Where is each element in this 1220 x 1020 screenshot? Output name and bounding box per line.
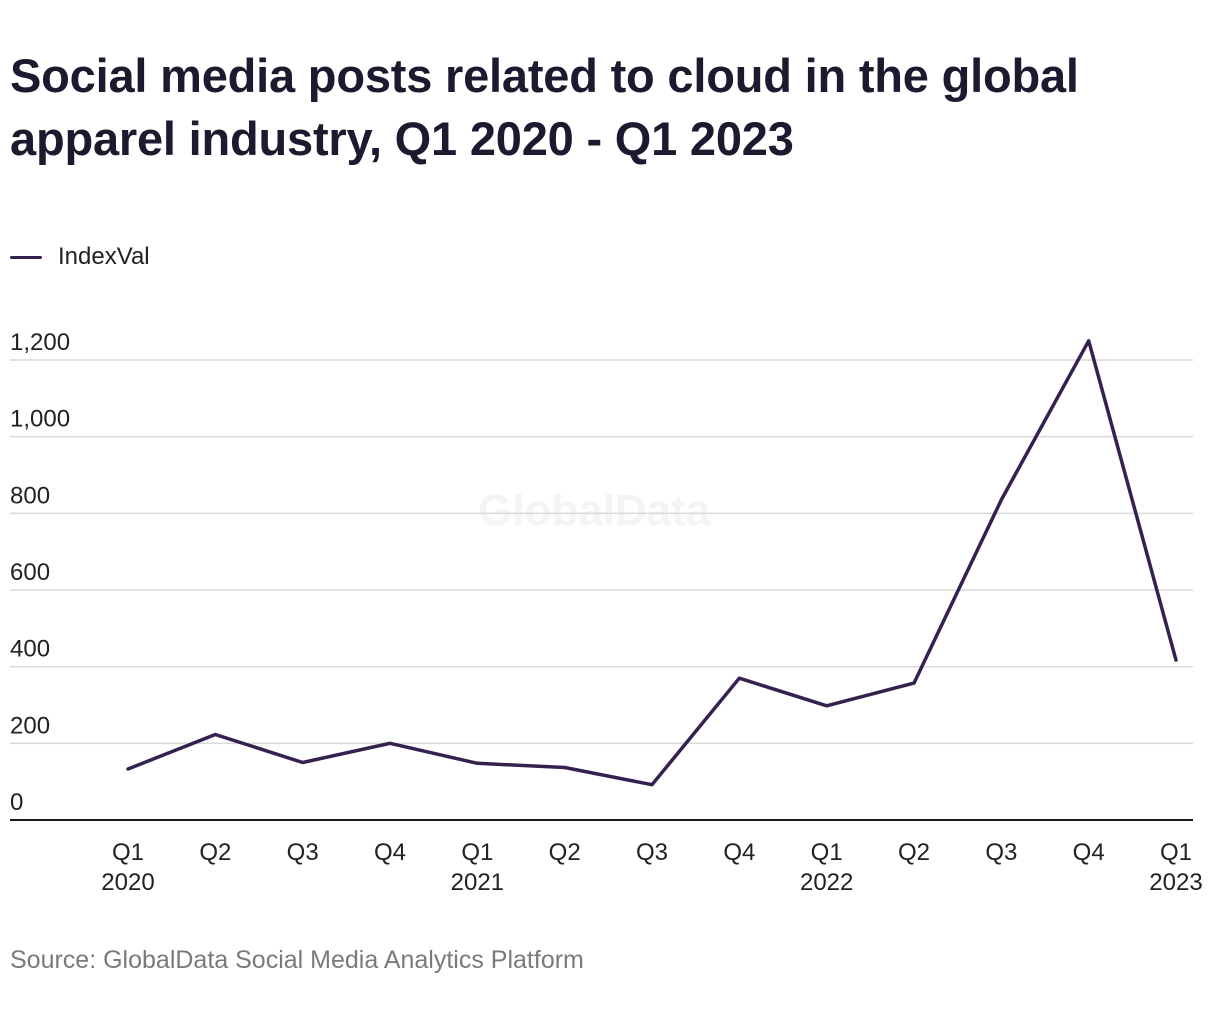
x-tick-label: Q1 <box>461 839 493 866</box>
x-tick-label: Q4 <box>1073 839 1105 866</box>
x-tick-label: Q1 <box>112 839 144 866</box>
y-tick-label: 800 <box>10 482 50 509</box>
y-tick-label: 1,000 <box>10 406 70 433</box>
y-tick-label: 1,200 <box>10 329 70 356</box>
source-note: Source: GlobalData Social Media Analytic… <box>10 946 584 974</box>
data-point[interactable] <box>995 494 1007 506</box>
data-point[interactable] <box>297 757 309 769</box>
x-tick-label: Q3 <box>287 839 319 866</box>
chart-title: Social media posts related to cloud in t… <box>10 49 1079 165</box>
data-point[interactable] <box>1170 654 1182 666</box>
x-tick-label: Q1 <box>811 839 843 866</box>
data-point[interactable] <box>821 700 833 712</box>
x-tick-labels: Q1 2020 Q2 Q3 Q4 Q1 2021 Q2 Q3 Q4 Q1 2022 Q2 Q3 Q4 Q1 20… <box>101 839 1202 896</box>
data-point[interactable] <box>908 677 920 689</box>
data-point[interactable] <box>559 761 571 773</box>
x-tick-label: Q2 <box>549 839 581 866</box>
x-tick-label: Q2 <box>898 839 930 866</box>
x-tick-year-label: 2020 <box>101 869 154 896</box>
x-tick-label: Q3 <box>636 839 668 866</box>
data-points <box>122 335 1182 791</box>
y-tick-label: 600 <box>10 559 50 586</box>
x-tick-label: Q2 <box>199 839 231 866</box>
gridlines <box>10 359 1193 745</box>
legend: IndexVal <box>10 242 150 272</box>
data-point[interactable] <box>209 729 221 741</box>
legend-swatch <box>10 255 42 259</box>
x-tick-year-label: 2022 <box>800 869 853 896</box>
data-point[interactable] <box>471 757 483 769</box>
watermark: GlobalData <box>478 486 711 535</box>
x-tick-label: Q1 <box>1160 839 1192 866</box>
x-tick-label: Q4 <box>723 839 755 866</box>
y-tick-label: 0 <box>10 789 23 816</box>
data-point[interactable] <box>1083 335 1095 347</box>
data-point[interactable] <box>384 737 396 749</box>
x-tick-year-label: 2023 <box>1149 869 1202 896</box>
x-tick-label: Q3 <box>985 839 1017 866</box>
data-point[interactable] <box>733 672 745 684</box>
x-tick-year-label: 2021 <box>451 869 504 896</box>
y-tick-labels: 0 200 400 600 800 1,000 1,200 <box>10 329 70 816</box>
y-tick-label: 400 <box>10 636 50 663</box>
series-line-indexval <box>126 339 1178 787</box>
data-point[interactable] <box>122 763 134 775</box>
y-tick-label: 200 <box>10 712 50 739</box>
x-tick-label: Q4 <box>374 839 406 866</box>
data-point[interactable] <box>646 779 658 791</box>
legend-label: IndexVal <box>58 243 150 270</box>
